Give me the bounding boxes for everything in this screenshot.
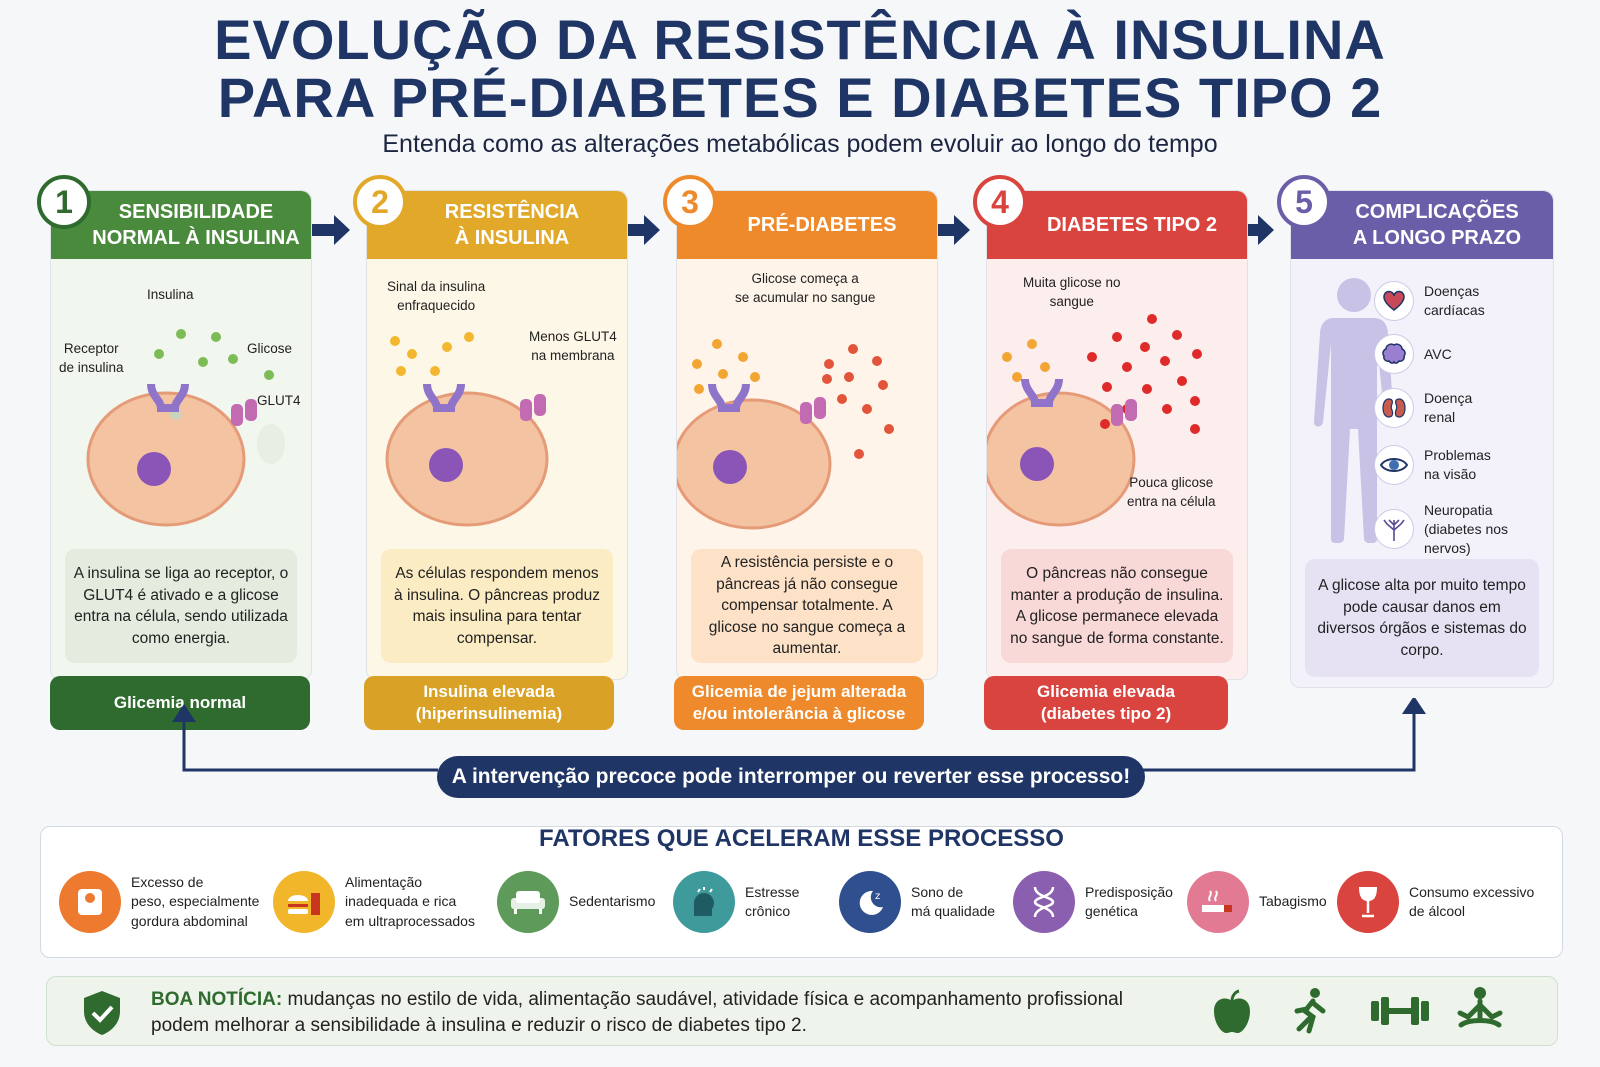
label-receptor: Receptor de insulina (59, 341, 124, 375)
arrow-right-icon (622, 215, 660, 245)
label-acumular: Glicose começa a se acumular no sangue (735, 271, 876, 305)
complication-kidney: Doença renal (1374, 383, 1472, 433)
running-icon (1294, 988, 1326, 1034)
cigarette-icon (1187, 871, 1249, 933)
stress-head-icon (673, 871, 735, 933)
stage-4-card: DIABETES TIPO 2 4 Muita glicose no sangu… (973, 175, 1248, 680)
eye-icon (1374, 445, 1414, 485)
stage-2-description: As células respondem menos à insulina. O… (381, 549, 613, 663)
apple-icon (1214, 989, 1250, 1033)
complication-stroke: AVC (1374, 329, 1452, 379)
wine-icon (1337, 871, 1399, 933)
shield-check-icon (84, 991, 120, 1035)
cell-illustration (677, 339, 894, 530)
label-glicose: Glicose (247, 341, 293, 356)
factor-item: Excesso de peso, especialmente gordura a… (59, 867, 259, 937)
label-muita-glicose: Muita glicose no sangue (1023, 275, 1121, 309)
stage-3-title: PRÉ-DIABETES (677, 191, 937, 259)
factors-title: FATORES QUE ACELERAM ESSE PROCESSO (539, 825, 1064, 852)
stage-3-card: PRÉ-DIABETES 3 Glicose começa a se acumu… (663, 175, 938, 680)
burger-icon (273, 871, 335, 933)
factor-item: Consumo excessivo de álcool (1337, 867, 1534, 937)
stage-1-number: 1 (37, 175, 91, 229)
nerve-icon (1374, 509, 1414, 549)
stage-5-description: A glicose alta por muito tempo pode caus… (1305, 559, 1539, 677)
label-menos-glut4: Menos GLUT4 na membrana (529, 329, 617, 363)
stage-2-title: RESISTÊNCIA À INSULINA (367, 191, 627, 259)
stage-4-description: O pâncreas não consegue manter a produçã… (1001, 549, 1233, 663)
stage-1-title: SENSIBILIDADE NORMAL À INSULINA (51, 191, 311, 259)
dna-icon (1013, 871, 1075, 933)
stage-5-number: 5 (1277, 175, 1331, 229)
good-news-panel: BOA NOTÍCIA: mudanças no estilo de vida,… (46, 976, 1558, 1046)
stage-2-card: RESISTÊNCIA À INSULINA 2 Sinal da insuli… (353, 175, 628, 680)
title-line-2: PARA PRÉ-DIABETES E DIABETES TIPO 2 (217, 66, 1383, 129)
stage-1-description: A insulina se liga ao receptor, o GLUT4 … (65, 549, 297, 663)
stage-5-card: COMPLICAÇÕES A LONGO PRAZO 5 A glicose a… (1277, 175, 1554, 688)
factor-item: Predisposição genética (1013, 867, 1173, 937)
cell-illustration (86, 329, 285, 527)
sofa-icon (497, 871, 559, 933)
stage-2-number: 2 (353, 175, 407, 229)
scale-icon (59, 871, 121, 933)
subtitle: Entenda como as alterações metabólicas p… (382, 130, 1218, 158)
stage-3-description: A resistência persiste e o pâncreas já n… (691, 549, 923, 663)
dumbbell-icon (1371, 997, 1429, 1025)
factors-panel: FATORES QUE ACELERAM ESSE PROCESSO Exces… (40, 825, 1563, 958)
factor-item: z Sono de má qualidade (839, 867, 995, 937)
arrow-right-icon (1236, 215, 1274, 245)
kidney-icon (1374, 388, 1414, 428)
cell-illustration (987, 314, 1202, 527)
label-glut4: GLUT4 (257, 393, 301, 408)
factor-item: Sedentarismo (497, 867, 655, 937)
factor-item: Estresse crônico (673, 867, 799, 937)
complication-heart: Doenças cardíacas (1374, 276, 1485, 326)
stage-4-result: Glicemia elevada (diabetes tipo 2) (984, 676, 1228, 730)
complication-vision: Problemas na visão (1374, 440, 1491, 490)
stage-3-number: 3 (663, 175, 717, 229)
arrow-right-icon (312, 215, 350, 245)
label-pouca-glicose: Pouca glicose entra na célula (1127, 475, 1216, 509)
human-body-icon (1314, 278, 1394, 543)
factor-item: Alimentação inadequada e rica em ultrapr… (273, 867, 475, 937)
moon-icon: z (839, 871, 901, 933)
early-intervention-banner: A intervenção precoce pode interromper o… (437, 756, 1145, 798)
stage-2-result: Insulina elevada (hiperinsulinemia) (364, 676, 614, 730)
factor-item: Tabagismo (1187, 867, 1327, 937)
meditation-icon (1457, 987, 1503, 1028)
good-news-label: BOA NOTÍCIA: (151, 989, 283, 1010)
good-news-text: BOA NOTÍCIA: mudanças no estilo de vida,… (151, 989, 1123, 1036)
label-insulina: Insulina (147, 287, 194, 302)
stage-5-title: COMPLICAÇÕES A LONGO PRAZO (1291, 191, 1553, 259)
stage-1-card: SENSIBILIDADE NORMAL À INSULINA 1 Insuli… (37, 175, 312, 680)
title-line-1: EVOLUÇÃO DA RESISTÊNCIA À INSULINA (214, 8, 1386, 71)
feedback-loop-arrow (172, 698, 1426, 772)
label-sinal: Sinal da insulina enfraquecido (387, 279, 486, 313)
complication-neuropathy: Neuropatia (diabetes nos nervos) (1374, 498, 1508, 560)
arrow-right-icon (932, 215, 970, 245)
brain-icon (1374, 334, 1414, 374)
stage-4-title: DIABETES TIPO 2 (987, 191, 1247, 259)
stage-4-number: 4 (973, 175, 1027, 229)
stage-3-result: Glicemia de jejum alterada e/ou intolerâ… (674, 676, 924, 730)
heart-icon (1374, 281, 1414, 321)
cell-illustration (385, 332, 549, 527)
svg-text:z: z (875, 891, 880, 902)
